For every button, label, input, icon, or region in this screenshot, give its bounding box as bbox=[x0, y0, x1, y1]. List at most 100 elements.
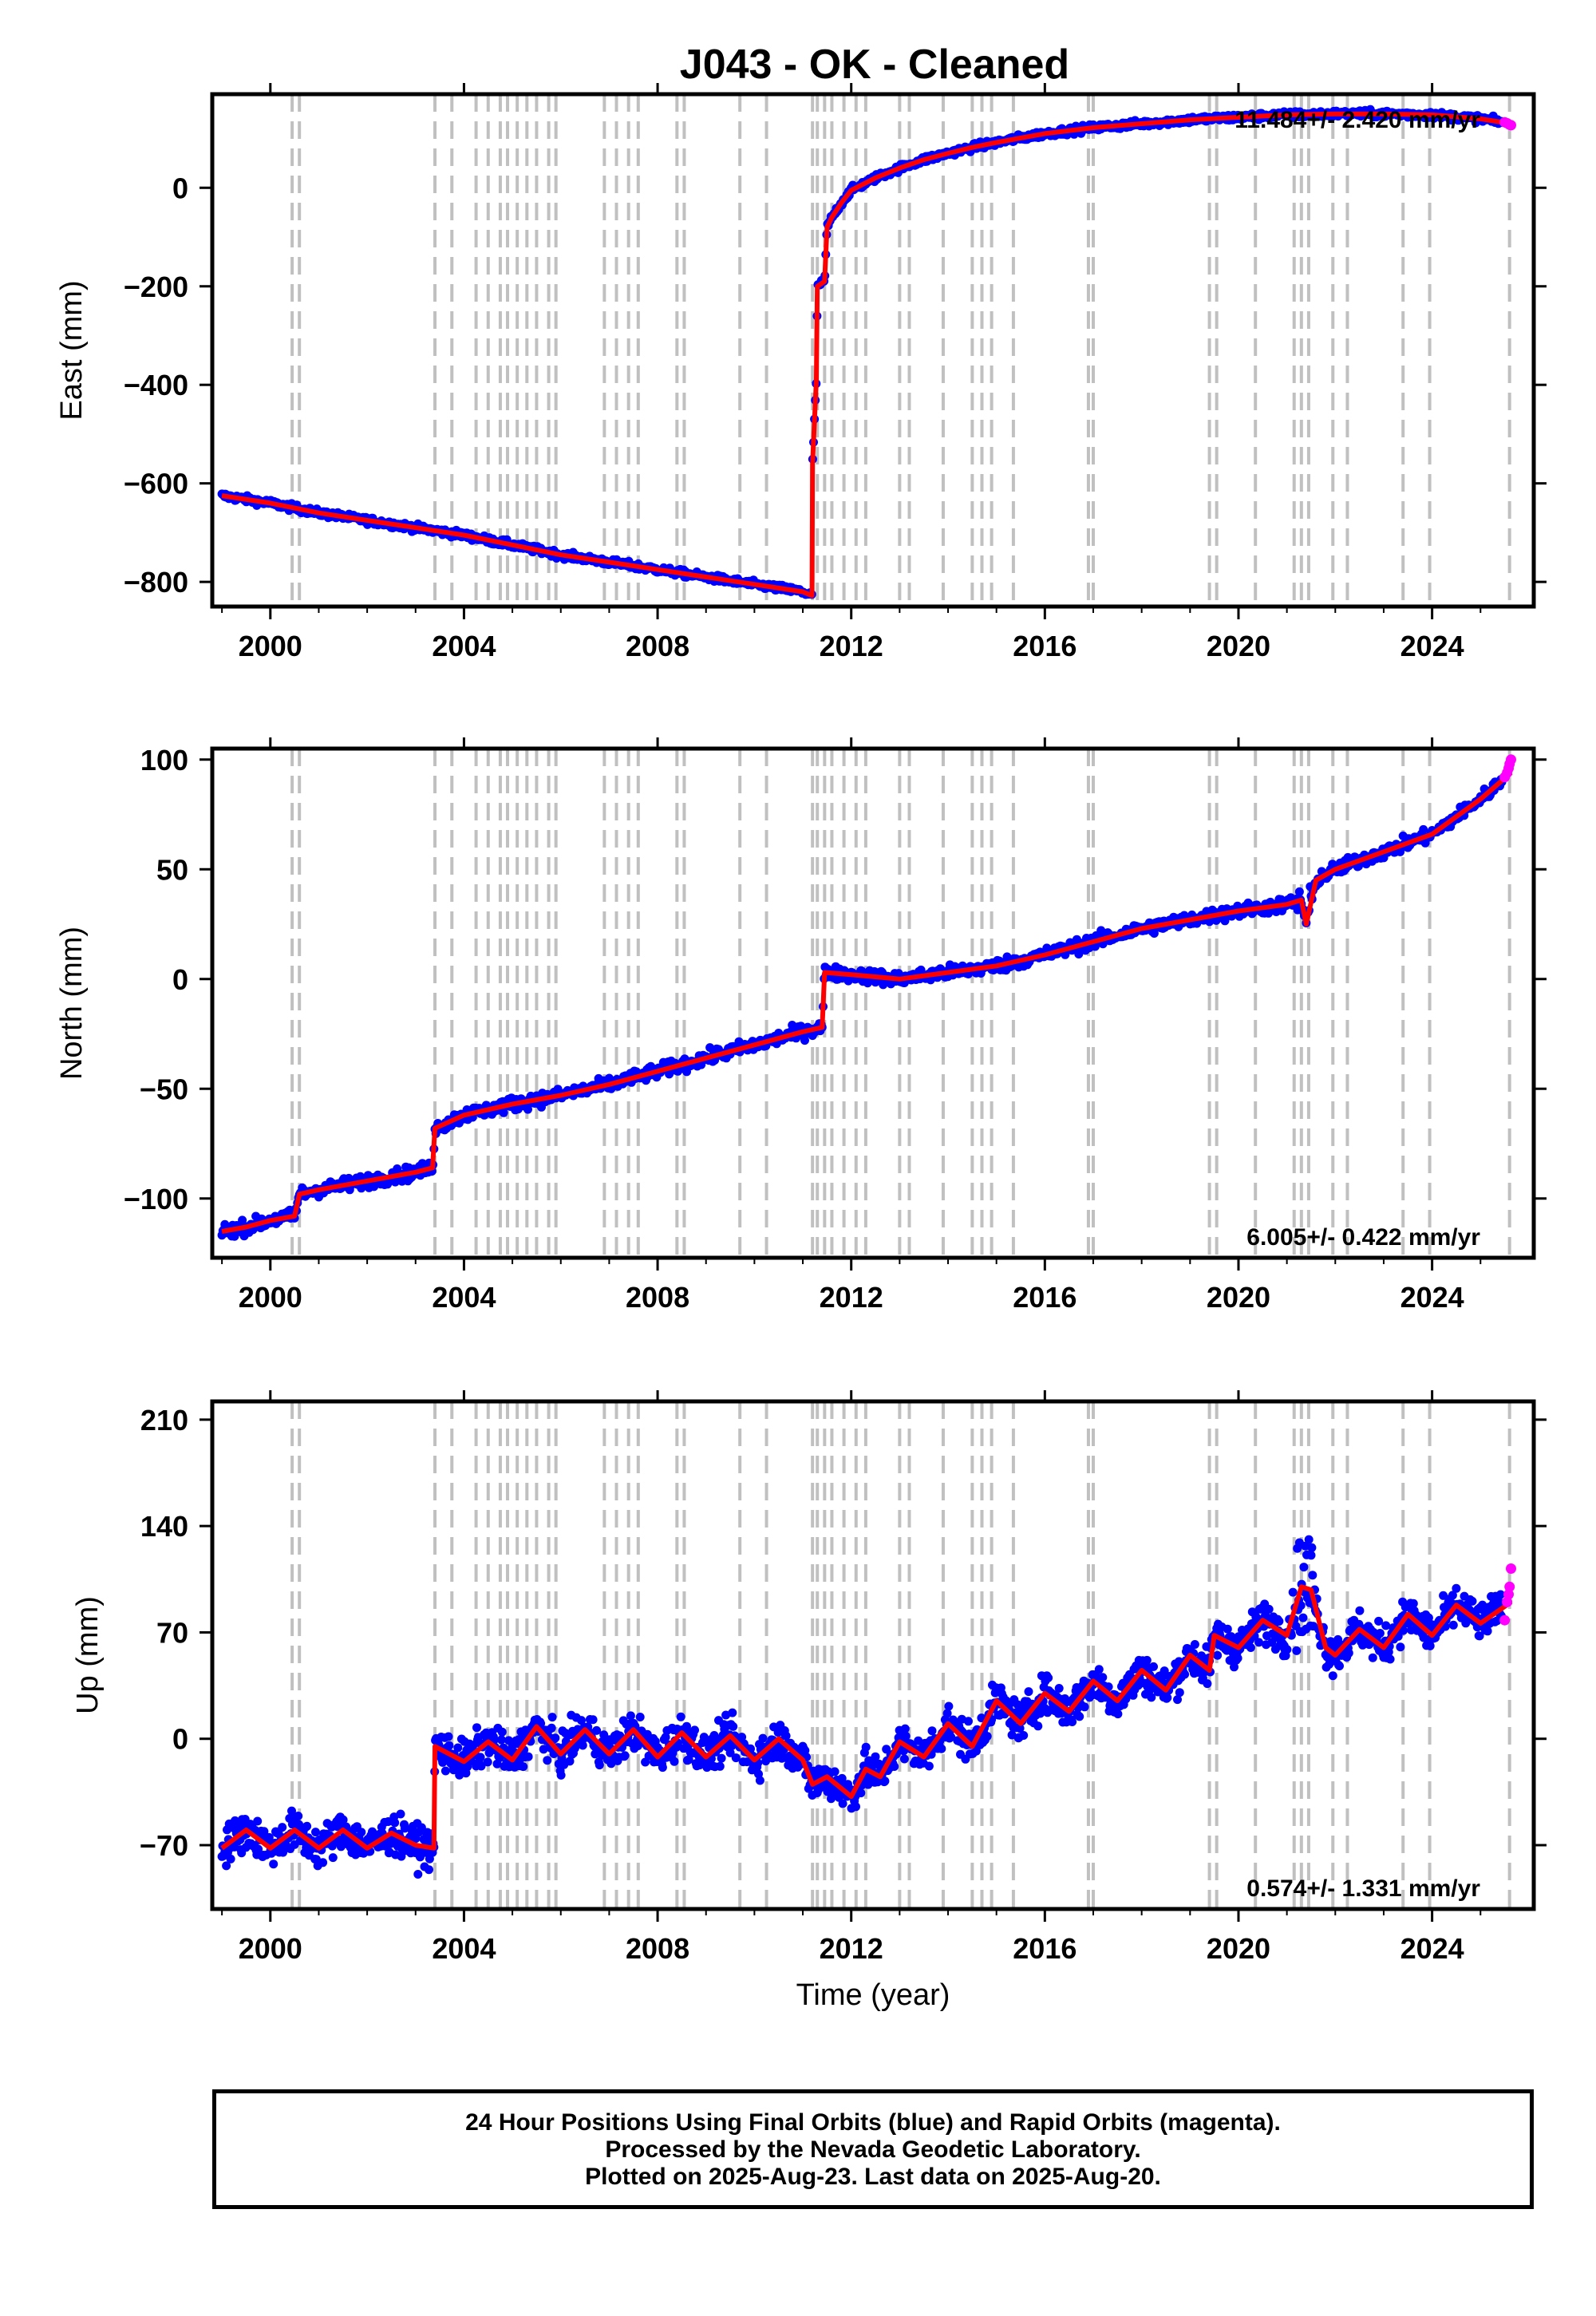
up-data-point bbox=[1233, 1654, 1242, 1663]
up-y-tick-label: 70 bbox=[156, 1616, 188, 1649]
footer-line-3: Plotted on 2025-Aug-23. Last data on 202… bbox=[585, 2164, 1161, 2190]
north-y-tick-label: 50 bbox=[156, 853, 188, 886]
up-data-point bbox=[900, 1724, 910, 1733]
up-data-point bbox=[1307, 1543, 1317, 1552]
up-data-point bbox=[676, 1712, 685, 1721]
up-y-tick-label: −70 bbox=[140, 1829, 188, 1862]
up-data-point bbox=[1468, 1596, 1477, 1606]
up-data-point bbox=[861, 1742, 871, 1752]
up-data-point bbox=[1452, 1583, 1461, 1593]
east-y-axis-label: East (mm) bbox=[55, 280, 89, 420]
up-data-point bbox=[453, 1743, 463, 1753]
up-data-point bbox=[670, 1757, 679, 1766]
north-y-tick-label: 0 bbox=[172, 963, 188, 996]
east-panel: 2000 2004 2008 2012 2016 2020 2024−800−600−400… bbox=[55, 83, 1547, 662]
north-rapid-points bbox=[1499, 754, 1516, 783]
east-x-tick-label: 2024 bbox=[1400, 630, 1464, 662]
north-y-tick-label: 100 bbox=[140, 744, 188, 777]
up-data-point bbox=[1080, 1702, 1089, 1712]
up-data-point bbox=[1264, 1604, 1274, 1614]
up-data-point bbox=[1288, 1587, 1298, 1597]
up-data-point bbox=[318, 1858, 328, 1867]
up-data-point bbox=[519, 1762, 528, 1772]
up-data-point bbox=[620, 1751, 630, 1761]
up-data-point bbox=[226, 1854, 235, 1863]
up-data-point bbox=[830, 1767, 839, 1777]
up-rate-label: 0.574+/- 1.331 mm/yr bbox=[1246, 1875, 1480, 1902]
east-y-tick-label: −600 bbox=[124, 468, 188, 500]
up-data-point bbox=[390, 1818, 400, 1828]
up-data-point bbox=[856, 1788, 866, 1798]
north-x-tick-label: 2020 bbox=[1207, 1281, 1270, 1314]
north-data-point bbox=[238, 1215, 247, 1225]
up-x-tick-label: 2000 bbox=[239, 1932, 302, 1965]
up-data-point bbox=[1142, 1655, 1152, 1665]
up-data-point bbox=[717, 1753, 726, 1763]
up-data-point bbox=[1368, 1653, 1377, 1662]
up-data-point bbox=[755, 1776, 764, 1785]
up-data-point bbox=[1149, 1662, 1158, 1671]
up-data-point bbox=[396, 1809, 405, 1819]
up-data-point bbox=[483, 1757, 492, 1767]
up-x-tick-label: 2012 bbox=[820, 1932, 883, 1965]
up-data-point bbox=[278, 1823, 287, 1832]
up-data-point bbox=[440, 1766, 450, 1776]
east-ticks: 2000 2004 2008 2012 2016 2020 2024−800−600−400… bbox=[124, 83, 1547, 662]
up-data-point bbox=[1483, 1626, 1492, 1636]
east-plot-frame bbox=[210, 92, 1536, 609]
north-data-point bbox=[1419, 824, 1428, 834]
up-data-point bbox=[1375, 1629, 1385, 1638]
up-rapid-point bbox=[1504, 1581, 1515, 1592]
up-data-point bbox=[1163, 1693, 1172, 1702]
x-axis-label: Time (year) bbox=[796, 1978, 950, 2012]
north-x-tick-label: 2008 bbox=[626, 1281, 689, 1314]
east-rapid-points bbox=[1499, 117, 1516, 131]
up-x-tick-label: 2020 bbox=[1207, 1932, 1270, 1965]
north-x-tick-label: 2024 bbox=[1400, 1281, 1464, 1314]
east-event-lines bbox=[290, 94, 1511, 607]
up-data-point bbox=[472, 1723, 481, 1733]
east-y-tick-label: −400 bbox=[124, 369, 188, 401]
up-data-point bbox=[578, 1741, 587, 1750]
up-data-point bbox=[556, 1770, 566, 1780]
up-data-points bbox=[217, 1535, 1507, 1879]
up-rapid-point bbox=[1506, 1563, 1516, 1574]
up-data-point bbox=[1213, 1650, 1223, 1660]
up-data-point bbox=[413, 1870, 423, 1879]
north-rate-label: 6.005+/- 0.422 mm/yr bbox=[1246, 1224, 1480, 1251]
up-panel: 2000 2004 2008 2012 2016 2020 2024−70070140210… bbox=[71, 1390, 1547, 1965]
north-y-tick-label: −100 bbox=[124, 1183, 188, 1215]
up-data-point bbox=[1328, 1671, 1337, 1681]
up-data-point bbox=[890, 1762, 899, 1771]
up-data-point bbox=[1075, 1712, 1084, 1721]
up-data-point bbox=[497, 1727, 507, 1737]
up-data-point bbox=[444, 1732, 453, 1741]
up-data-point bbox=[1282, 1645, 1292, 1654]
footer-line-2: Processed by the Nevada Geodetic Laborat… bbox=[605, 2136, 1141, 2163]
up-data-point bbox=[1355, 1606, 1365, 1615]
north-data-point bbox=[1294, 887, 1304, 896]
up-y-tick-label: 0 bbox=[172, 1723, 188, 1756]
up-data-point bbox=[269, 1860, 279, 1869]
up-data-point bbox=[1385, 1654, 1395, 1664]
north-x-tick-label: 2012 bbox=[820, 1281, 883, 1314]
up-data-point bbox=[1113, 1709, 1123, 1719]
up-data-point bbox=[311, 1828, 320, 1837]
up-data-point bbox=[1098, 1673, 1108, 1682]
up-data-point bbox=[1308, 1571, 1317, 1580]
up-data-point bbox=[937, 1744, 946, 1753]
up-data-point bbox=[1054, 1684, 1064, 1693]
up-data-point bbox=[851, 1802, 860, 1812]
north-x-tick-label: 2016 bbox=[1013, 1281, 1077, 1314]
north-y-tick-label: −50 bbox=[140, 1073, 188, 1105]
up-data-point bbox=[1374, 1616, 1384, 1626]
east-x-tick-label: 2016 bbox=[1013, 630, 1077, 662]
up-data-point bbox=[1175, 1688, 1184, 1697]
up-data-point bbox=[1304, 1535, 1314, 1544]
east-model-line bbox=[221, 111, 1511, 599]
north-event-lines bbox=[290, 749, 1511, 1258]
up-data-point bbox=[715, 1761, 725, 1771]
east-y-tick-label: −800 bbox=[124, 566, 188, 599]
footer-line-1: 24 Hour Positions Using Final Orbits (bl… bbox=[465, 2109, 1281, 2136]
